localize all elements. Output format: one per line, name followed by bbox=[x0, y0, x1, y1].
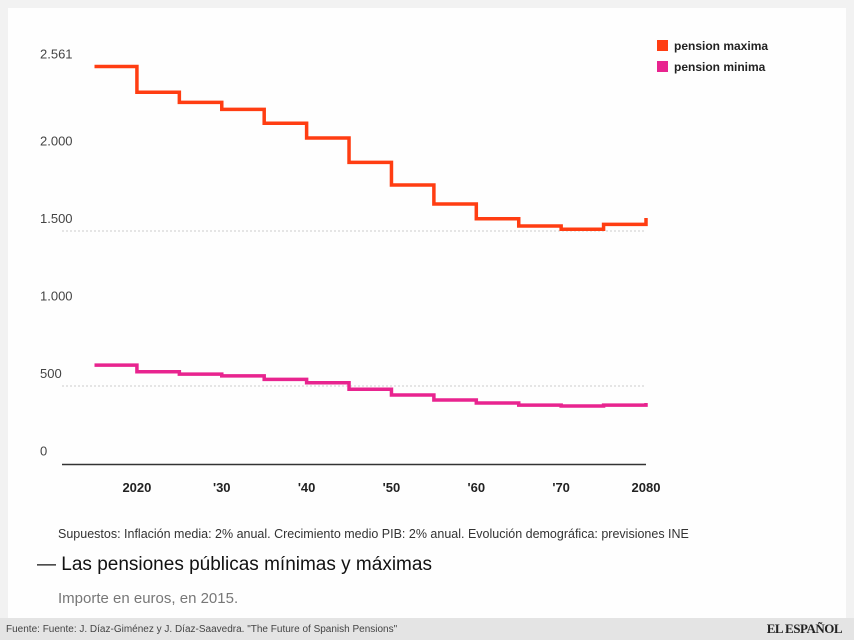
y-tick-label: 500 bbox=[40, 366, 62, 381]
legend-label-max: pension maxima bbox=[674, 38, 769, 53]
x-tick-label: '50 bbox=[383, 480, 401, 495]
chart-title: — Las pensiones públicas mínimas y máxim… bbox=[37, 554, 432, 575]
el-espanol-logo: EL ESPAÑOL bbox=[766, 621, 843, 636]
legend-item-min: pension minima bbox=[657, 56, 768, 77]
legend-swatch-max bbox=[657, 40, 668, 51]
chart-note: Supuestos: Inflación media: 2% anual. Cr… bbox=[58, 527, 689, 541]
chart-subtitle: Importe en euros, en 2015. bbox=[58, 590, 239, 607]
y-tick-label: 1.000 bbox=[40, 289, 73, 304]
x-tick-label: '60 bbox=[468, 480, 486, 495]
chart-card bbox=[8, 8, 846, 618]
x-tick-label: '70 bbox=[552, 480, 570, 495]
x-tick-label: '30 bbox=[213, 480, 231, 495]
y-tick-label: 2.000 bbox=[40, 134, 73, 149]
x-tick-label: 2020 bbox=[122, 480, 151, 495]
chart-title-text: Las pensiones públicas mínimas y máximas bbox=[61, 554, 432, 575]
y-tick-label: 2.561 bbox=[40, 47, 73, 62]
x-tick-label: '40 bbox=[298, 480, 316, 495]
series-line-min bbox=[94, 363, 648, 408]
x-tick-label: 2080 bbox=[632, 480, 661, 495]
y-tick-label: 1.500 bbox=[40, 211, 73, 226]
legend: pension maxima pension minima bbox=[657, 35, 768, 77]
chart: 0 500 1.000 1.500 2.000 2.561 2020 '30 '40 '50 '60… bbox=[40, 47, 661, 495]
legend-label-min: pension minima bbox=[674, 59, 766, 74]
footer: Fuente: Fuente: J. Díaz-Giménez y J. Día… bbox=[0, 618, 854, 640]
legend-swatch-min bbox=[657, 61, 668, 72]
y-tick-label: 0 bbox=[40, 444, 47, 459]
series-line-max bbox=[94, 64, 648, 232]
legend-item-max: pension maxima bbox=[657, 35, 768, 56]
source-text: Fuente: Fuente: J. Díaz-Giménez y J. Día… bbox=[6, 624, 398, 635]
